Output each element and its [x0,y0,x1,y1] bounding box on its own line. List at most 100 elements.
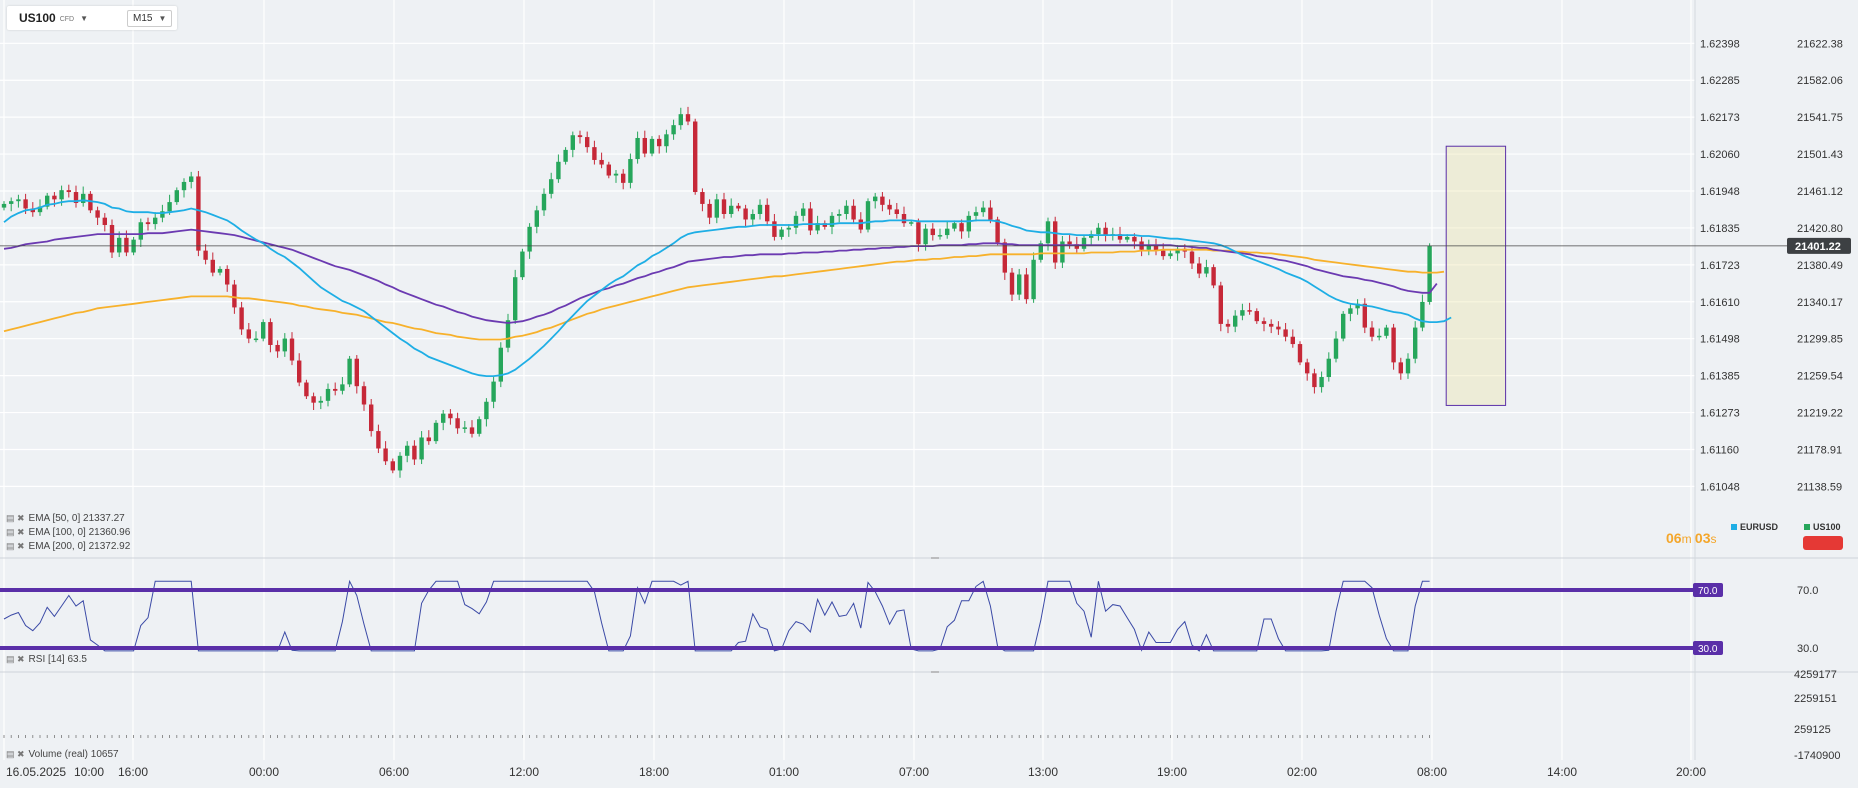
volume-label: Volume (real) 10657 [28,749,119,760]
candle-body [441,413,446,423]
rsi-lower-tag [1693,641,1723,655]
candle-body [1326,358,1331,378]
candle-body [541,193,547,211]
settings-icon[interactable]: ▤ ✖ [6,654,25,664]
candle-body [1161,250,1166,257]
candle-body [484,401,489,420]
volume-axis-label: 2259151 [1794,693,1837,705]
candle-body [66,190,71,193]
left-axis-label: 1.61610 [1700,297,1740,309]
candle-body [1377,335,1382,338]
candle-body [1225,323,1231,327]
symbol-name[interactable]: US100 [19,11,56,25]
candle-body [894,209,899,214]
candle-body [1398,362,1403,374]
candle-body [1024,274,1029,300]
candle-body [1362,303,1367,328]
highlight-box [1445,145,1507,406]
timeframe-select[interactable]: M15 ▼ [127,10,173,27]
candle-body [102,217,107,225]
right-axis-label: 21622.38 [1797,38,1843,50]
chevron-down-icon: ▼ [158,14,167,23]
ema100-label: EMA [100, 0] 21360.96 [28,527,131,538]
right-axis-label: 21501.43 [1797,149,1843,161]
candle-body [585,137,590,148]
time-axis-label: 14:00 [1547,765,1577,779]
ema200-indicator[interactable]: ▤ ✖ EMA [200, 0] 21372.92 [6,541,130,552]
volume-axis-label: 4259177 [1794,669,1837,681]
candle-body [1074,244,1079,249]
candle-body [801,208,806,216]
time-axis-label: 12:00 [509,765,539,779]
candle-body [239,307,244,330]
candle-body [1125,236,1130,240]
candle-body [556,161,561,180]
candle-body [1017,274,1022,295]
rsi-upper-tag-label: 70.0 [1698,586,1718,597]
candle-body [1413,327,1418,359]
candle-body [606,164,611,176]
ema100-indicator[interactable]: ▤ ✖ EMA [100, 0] 21360.96 [6,527,130,538]
candle-body [505,320,511,348]
left-axis-label: 1.61385 [1700,371,1740,383]
candle-body [1117,234,1123,240]
candle-body [1341,313,1346,339]
candle-body [1333,338,1339,359]
candle-body [765,204,770,222]
candle-body [1211,267,1216,286]
candle-body [1312,373,1317,388]
candle-body [383,448,388,462]
rsi-indicator[interactable]: ▤ ✖ RSI [14] 63.5 [6,654,87,665]
right-axis-label: 21299.85 [1797,334,1843,346]
time-axis-label: 00:00 [249,765,279,779]
candle-body [887,204,892,210]
candle-body [160,211,165,218]
candle-body [318,400,323,403]
candle-body [937,235,943,237]
candle-body [297,360,302,383]
candle-body [311,396,316,403]
rsi-lower-tag-label: 30.0 [1698,644,1718,655]
candle-body [37,206,43,213]
legend-eurusd[interactable]: EURUSD [1731,522,1778,532]
caret-down-icon[interactable]: ▼ [80,13,89,23]
candle-body [685,114,691,122]
candle-body [779,229,784,237]
candle-body [167,202,172,212]
rsi-line [3,579,1430,652]
candle-body [721,199,727,214]
candle-body [858,219,863,230]
time-axis-label: 13:00 [1028,765,1058,779]
settings-icon[interactable]: ▤ ✖ [6,527,25,537]
candle-body [1060,241,1065,263]
legend-us100[interactable]: US100 [1804,522,1841,532]
right-axis-label: 21138.59 [1797,481,1842,493]
candle-body [1096,227,1101,235]
candle-body [73,192,79,204]
candle-body [45,195,50,207]
ema50-indicator[interactable]: ▤ ✖ EMA [50, 0] 21337.27 [6,513,125,524]
volume-indicator[interactable]: ▤ ✖ Volume (real) 10657 [6,749,119,760]
candle-body [534,210,539,227]
us100-badge[interactable] [1803,536,1843,550]
settings-icon[interactable]: ▤ ✖ [6,541,25,551]
ema200-label: EMA [200, 0] 21372.92 [28,541,131,552]
candle-body [145,222,151,225]
candle-body [1081,237,1087,249]
candle-body [837,214,842,216]
candle-body [772,221,777,237]
candle-body [189,176,194,182]
candle-body [455,418,460,429]
settings-icon[interactable]: ▤ ✖ [6,513,25,523]
candle-body [196,176,201,251]
candle-body [945,228,950,236]
eurusd-swatch [1731,524,1737,530]
candle-body [448,413,453,419]
candle-body [1348,308,1353,314]
left-axis-label: 1.62060 [1700,149,1740,161]
candle-body [1103,227,1108,236]
ema100-line [3,228,1438,324]
settings-icon[interactable]: ▤ ✖ [6,749,25,759]
